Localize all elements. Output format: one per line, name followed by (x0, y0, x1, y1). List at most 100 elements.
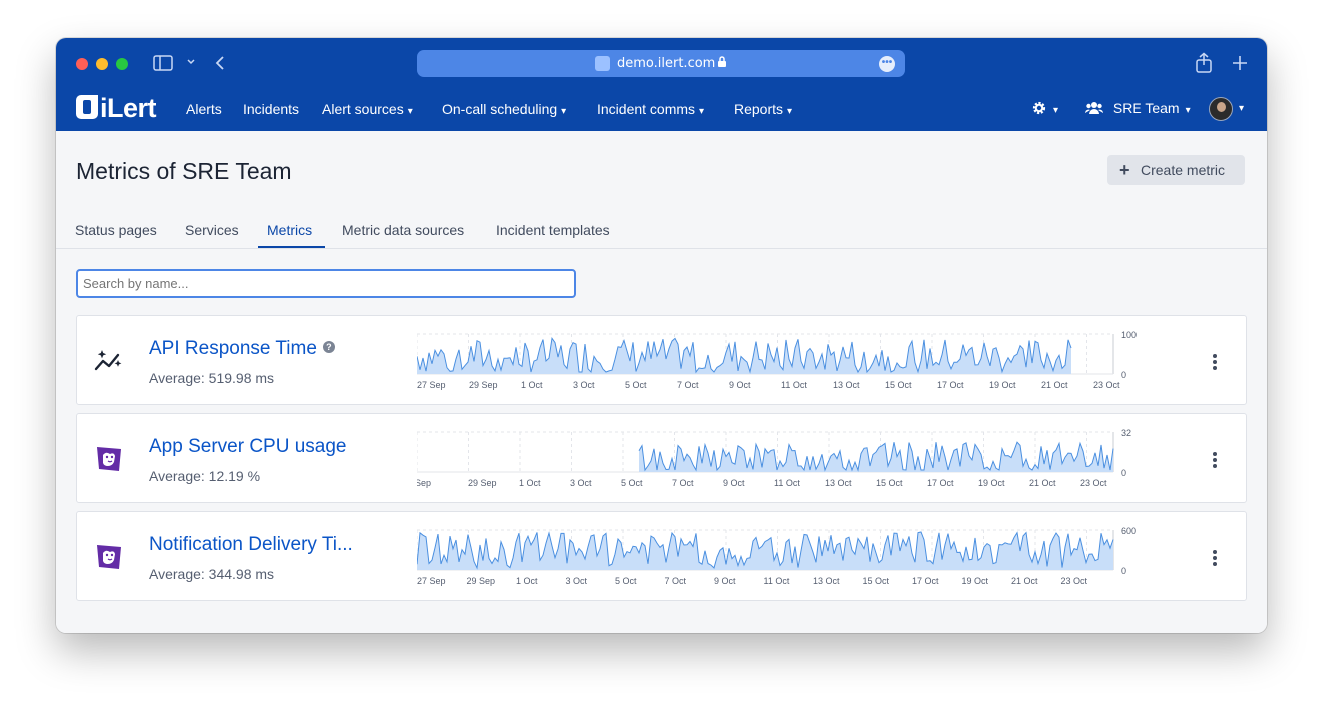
y-tick-label: 0 (1121, 566, 1126, 576)
team-icon (1085, 102, 1103, 114)
more-vertical-icon[interactable] (1207, 450, 1223, 470)
favicon-icon (595, 56, 610, 71)
address-url: demo.ilert.com (617, 56, 716, 71)
x-tick-label: Sep (417, 478, 431, 488)
nav-incident-comms[interactable]: Incident comms ▾ (597, 101, 704, 117)
nav-reports-label: Reports (734, 101, 784, 117)
metric-card[interactable]: Notification Delivery Ti... Average: 344… (76, 511, 1247, 601)
x-tick-label: 11 Oct (764, 576, 790, 586)
series-area (639, 442, 1113, 472)
x-tick-label: 19 Oct (978, 478, 1005, 488)
x-tick-label: 5 Oct (621, 478, 643, 488)
main-navbar: iLert Alerts Incidents Alert sources ▾ On… (56, 88, 1267, 131)
x-tick-label: 23 Oct (1080, 478, 1107, 488)
x-tick-label: 17 Oct (927, 478, 954, 488)
team-switcher[interactable]: SRE Team ▾ (1085, 100, 1191, 116)
metric-card[interactable]: App Server CPU usage Average: 12.19 % 32… (76, 413, 1247, 503)
ilert-logo-icon (76, 95, 98, 119)
datadog-icon (93, 541, 125, 573)
help-icon[interactable]: ? (322, 341, 335, 353)
x-tick-label: 13 Oct (813, 576, 840, 586)
more-vertical-icon[interactable] (1207, 352, 1223, 372)
team-name: SRE Team (1112, 100, 1180, 116)
more-options-icon[interactable]: ••• (879, 56, 895, 72)
browser-titlebar: demo.ilert.com ••• (56, 38, 1267, 88)
x-tick-label: 29 Sep (469, 380, 498, 390)
chevron-down-icon: ▾ (699, 106, 705, 117)
series-area (417, 532, 1113, 570)
settings-menu[interactable]: ▾ (1031, 100, 1058, 116)
plus-icon: + (1119, 160, 1130, 180)
x-tick-label: 5 Oct (625, 380, 647, 390)
x-tick-label: 1 Oct (521, 380, 543, 390)
x-tick-label: 9 Oct (723, 478, 745, 488)
x-tick-label: 27 Sep (417, 576, 446, 586)
close-window-button[interactable] (76, 58, 88, 70)
chevron-down-icon: ▾ (1185, 105, 1191, 116)
x-tick-label: 9 Oct (729, 380, 751, 390)
nav-alert-sources[interactable]: Alert sources ▾ (322, 101, 413, 117)
more-vertical-icon[interactable] (1207, 548, 1223, 568)
nav-on-call-scheduling[interactable]: On-call scheduling ▾ (442, 101, 566, 117)
sparkle-chart-icon (93, 345, 125, 377)
x-tick-label: 9 Oct (714, 576, 736, 586)
x-tick-label: 19 Oct (989, 380, 1016, 390)
minimize-window-button[interactable] (96, 58, 108, 70)
series-area (417, 338, 1071, 374)
metric-average: Average: 519.98 ms (149, 370, 275, 386)
x-tick-label: 7 Oct (665, 576, 687, 586)
metric-card[interactable]: API Response Time? Average: 519.98 ms 10… (76, 315, 1247, 405)
browser-window: demo.ilert.com ••• iLert Alerts Incident… (56, 38, 1267, 633)
metric-name-text: API Response Time (149, 338, 317, 359)
share-icon[interactable] (1195, 52, 1213, 77)
tab-metric-data-sources[interactable]: Metric data sources (342, 222, 465, 238)
nav-incident-comms-label: Incident comms (597, 101, 696, 117)
nav-incidents[interactable]: Incidents (243, 101, 299, 117)
search-input[interactable] (76, 269, 576, 298)
user-avatar[interactable] (1209, 97, 1233, 121)
metric-average: Average: 344.98 ms (149, 566, 275, 582)
create-metric-button[interactable]: + Create metric (1107, 155, 1245, 185)
nav-reports[interactable]: Reports ▾ (734, 101, 792, 117)
x-tick-label: 21 Oct (1029, 478, 1056, 488)
metric-sparkline: 32 0 Sep 29 Sep 1 Oct 3 Oct 5 Oct 7 Oct 9 Oct 11 … (417, 428, 1131, 488)
nav-alert-sources-label: Alert sources (322, 101, 404, 117)
x-tick-label: 5 Oct (615, 576, 637, 586)
series-line (417, 336, 1072, 374)
x-tick-label: 15 Oct (863, 576, 890, 586)
metric-average: Average: 12.19 % (149, 468, 261, 484)
x-tick-label: 3 Oct (573, 380, 595, 390)
chevron-down-icon[interactable]: ▾ (1239, 103, 1245, 114)
ilert-logo[interactable]: iLert (76, 95, 157, 122)
x-tick-label: 23 Oct (1093, 380, 1120, 390)
x-tick-label: 1 Oct (519, 478, 541, 488)
nav-alerts[interactable]: Alerts (186, 101, 222, 117)
metric-name[interactable]: Notification Delivery Ti... (149, 534, 353, 555)
x-tick-label: 3 Oct (566, 576, 588, 586)
tab-incident-templates[interactable]: Incident templates (496, 222, 610, 238)
new-tab-icon[interactable] (1232, 55, 1248, 74)
address-bar[interactable]: demo.ilert.com ••• (417, 50, 905, 77)
y-tick-label: 0 (1121, 468, 1126, 478)
chevron-down-icon[interactable] (186, 57, 196, 70)
metric-name[interactable]: API Response Time? (149, 338, 335, 360)
metric-name[interactable]: App Server CPU usage (149, 436, 347, 457)
metric-sparkline: 600 0 27 Sep 29 Sep 1 Oct 3 Oct 5 Oct 7 Oct 9 Oc… (417, 526, 1136, 586)
x-tick-label: 29 Sep (468, 478, 497, 488)
zoom-window-button[interactable] (116, 58, 128, 70)
x-tick-label: 1 Oct (516, 576, 538, 586)
page-header: Metrics of SRE Team + Create metric Stat… (56, 131, 1267, 249)
series-line (638, 441, 1114, 472)
tab-status-pages[interactable]: Status pages (75, 222, 157, 238)
gear-icon (1032, 101, 1046, 115)
series-line (417, 531, 1114, 570)
tab-metrics[interactable]: Metrics (267, 222, 313, 238)
metrics-list: API Response Time? Average: 519.98 ms 10… (56, 249, 1267, 633)
x-tick-label: 7 Oct (672, 478, 694, 488)
x-tick-label: 13 Oct (833, 380, 860, 390)
y-tick-label: 0 (1121, 370, 1126, 380)
tab-services[interactable]: Services (185, 222, 239, 238)
back-icon[interactable] (214, 55, 226, 74)
sidebar-toggle-icon[interactable] (153, 55, 173, 74)
